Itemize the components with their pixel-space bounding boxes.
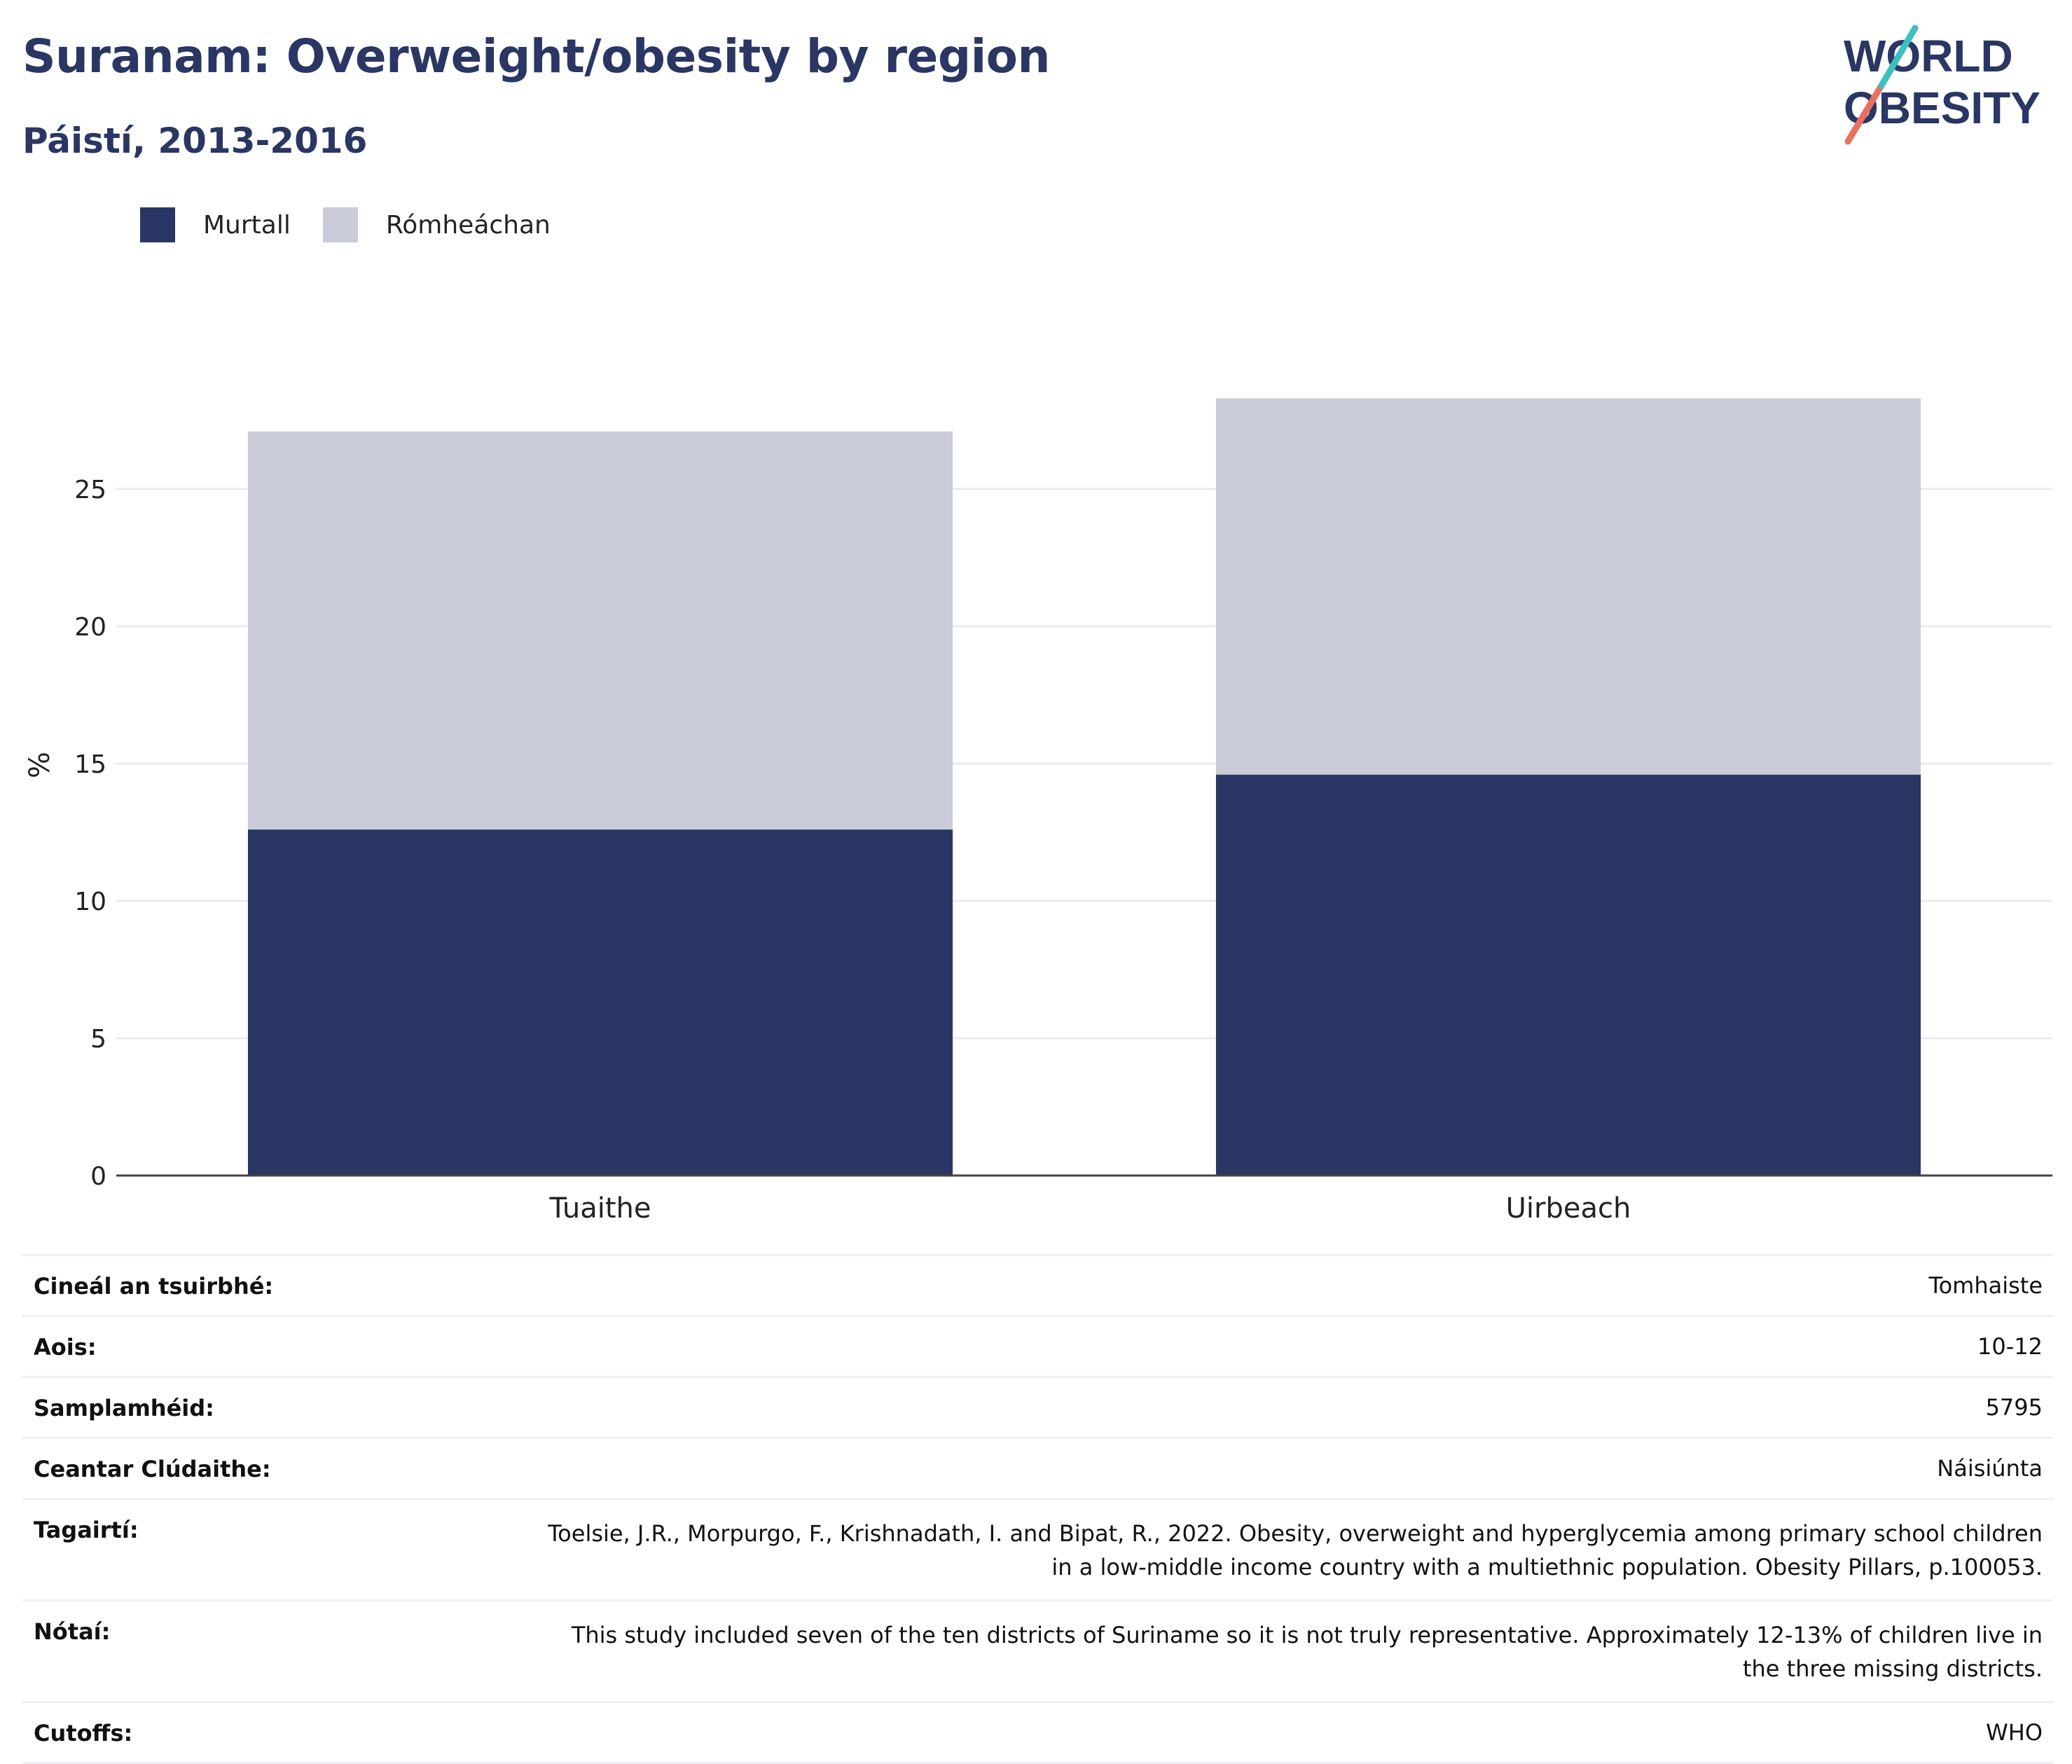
details-row: Nótaí: This study included seven of the t… [22,1599,2054,1701]
y-tick-label: 20 [74,613,106,642]
world-obesity-logo: WORLD OBESITY [1844,25,2040,145]
y-tick-label: 5 [90,1025,106,1054]
details-value: This study included seven of the ten dis… [571,1622,2043,1682]
bar-overweight-1 [1215,398,1921,775]
y-tick-label: 25 [74,476,106,504]
legend-swatch-obese [140,207,175,242]
details-value: Tomhaiste [1928,1272,2043,1299]
logo-line1: WORLD [1844,31,2013,81]
y-tick-label: 0 [90,1162,106,1191]
details-value: WHO [1986,1719,2043,1746]
survey-details-table: Cineál an tsuirbhé: Tomhaiste Aois: 10-12 Sa… [22,1254,2054,1764]
legend-label-obese: Murtall [203,210,291,240]
chart-legend: Murtall Rómheáchan [140,207,583,242]
details-label: Nótaí: [34,1618,111,1645]
stacked-bar-chart: 0 5 10 15 20 25% Tuaithe Uirbeach [24,398,2052,1225]
details-value: Náisiúnta [1937,1455,2043,1482]
details-label: Aois: [34,1334,97,1360]
details-label: Cineál an tsuirbhé: [34,1273,274,1300]
y-tick-label: 10 [74,888,106,916]
details-label: Samplamhéid: [34,1395,214,1421]
chart-subtitle: Páistí, 2013-2016 [22,120,368,161]
details-row: Tagairtí: Toelsie, J.R., Morpurgo, F., Kr… [22,1498,2054,1599]
bar-obese-1 [1215,774,1921,1176]
y-tick-label: 15 [74,750,106,779]
details-value: 5795 [1985,1394,2043,1421]
legend-item-obese[interactable]: Murtall [140,207,291,242]
y-axis-label: % [24,752,56,778]
details-label: Tagairtí: [34,1517,139,1543]
logo-slash-red [1844,82,1885,145]
details-value: Toelsie, J.R., Morpurgo, F., Krishnadath… [548,1520,2043,1580]
legend-swatch-overweight [322,207,358,242]
bar-obese-0 [247,829,953,1176]
logo-slash-teal [1878,25,1919,89]
chart-title: Suranam: Overweight/obesity by region [22,29,1051,83]
details-row: Aois: 10-12 [22,1315,2054,1376]
details-value: 10-12 [1977,1333,2043,1360]
details-label: Cutoffs: [34,1720,133,1746]
x-tick-label: Tuaithe [549,1192,651,1225]
details-label: Ceantar Clúdaithe: [34,1456,271,1482]
details-row: Cineál an tsuirbhé: Tomhaiste [22,1254,2054,1315]
details-row: Ceantar Clúdaithe: Náisiúnta [22,1437,2054,1498]
legend-label-overweight: Rómheáchan [385,210,551,240]
legend-item-overweight[interactable]: Rómheáchan [322,207,551,242]
details-row: Samplamhéid: 5795 [22,1376,2054,1437]
bar-overweight-0 [247,431,953,830]
details-row: Cutoffs: WHO [22,1701,2054,1764]
x-tick-label: Uirbeach [1506,1192,1631,1225]
